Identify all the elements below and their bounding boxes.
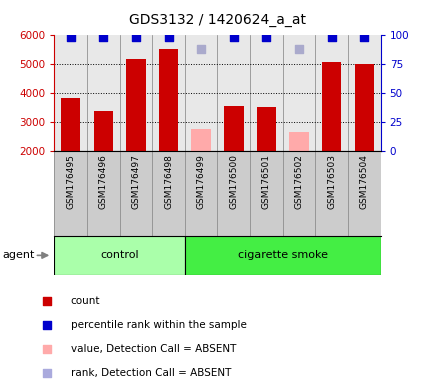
- Point: [132, 35, 139, 41]
- Text: value, Detection Call = ABSENT: value, Detection Call = ABSENT: [71, 344, 236, 354]
- Bar: [61, 98, 80, 152]
- Bar: [191, 129, 210, 152]
- Text: GSM176504: GSM176504: [359, 154, 368, 209]
- Text: GSM176497: GSM176497: [131, 154, 140, 209]
- Point: [164, 35, 171, 41]
- Text: GSM176495: GSM176495: [66, 154, 75, 209]
- Point: [360, 35, 367, 41]
- Bar: [184, 236, 380, 275]
- Text: GDS3132 / 1420624_a_at: GDS3132 / 1420624_a_at: [129, 13, 305, 27]
- Text: agent: agent: [2, 250, 34, 260]
- Point: [43, 298, 50, 305]
- Bar: [224, 106, 243, 152]
- Text: GSM176496: GSM176496: [99, 154, 108, 209]
- Text: percentile rank within the sample: percentile rank within the sample: [71, 320, 246, 331]
- Point: [197, 46, 204, 52]
- Point: [99, 35, 107, 41]
- Text: rank, Detection Call = ABSENT: rank, Detection Call = ABSENT: [71, 368, 230, 379]
- Point: [262, 35, 269, 41]
- Point: [43, 370, 50, 376]
- Text: GSM176502: GSM176502: [294, 154, 303, 209]
- Text: control: control: [100, 250, 138, 260]
- Text: GSM176500: GSM176500: [229, 154, 238, 209]
- Text: GSM176498: GSM176498: [164, 154, 173, 209]
- Point: [295, 46, 302, 52]
- Bar: [256, 107, 276, 152]
- Point: [327, 35, 334, 41]
- Bar: [321, 62, 341, 152]
- Bar: [54, 236, 184, 275]
- Text: cigarette smoke: cigarette smoke: [237, 250, 327, 260]
- Bar: [93, 111, 113, 152]
- Text: GSM176499: GSM176499: [196, 154, 205, 209]
- Point: [43, 346, 50, 353]
- Bar: [126, 58, 145, 152]
- Bar: [158, 49, 178, 152]
- Point: [230, 35, 237, 41]
- Text: GSM176503: GSM176503: [326, 154, 335, 209]
- Point: [67, 35, 74, 41]
- Bar: [354, 65, 373, 152]
- Point: [43, 323, 50, 329]
- Text: GSM176501: GSM176501: [261, 154, 270, 209]
- Bar: [289, 132, 308, 152]
- Text: count: count: [71, 296, 100, 306]
